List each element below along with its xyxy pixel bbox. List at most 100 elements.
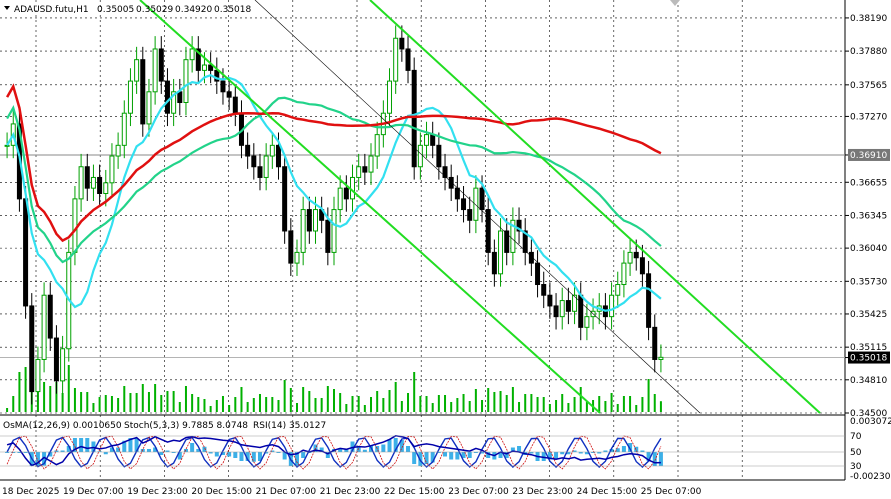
- volume-bar: [271, 397, 274, 412]
- candle: [362, 153, 368, 185]
- candle: [411, 57, 417, 180]
- candle: [41, 282, 47, 373]
- candle-body: [553, 305, 559, 318]
- rsi-label: RSI(14) 35.0127: [253, 421, 326, 431]
- candle-body: [417, 144, 423, 168]
- osma-bar: [609, 449, 614, 452]
- volume-bar: [505, 395, 508, 412]
- candle-body: [269, 144, 275, 157]
- volume-bar: [43, 382, 46, 412]
- candle-body: [331, 209, 337, 253]
- volume-bar: [184, 386, 187, 412]
- volume-bar: [548, 404, 551, 412]
- candle-body: [208, 64, 214, 71]
- candle-body: [510, 219, 516, 253]
- indicator-header: OsMA(12,26,9) 0.0010650 Stoch(5,3,3) 9.7…: [3, 421, 326, 431]
- volume-bar: [240, 387, 243, 412]
- candle: [251, 143, 257, 180]
- candle-body: [35, 358, 41, 393]
- candle-body: [615, 284, 621, 296]
- volume-bar: [376, 391, 379, 412]
- candle-body: [183, 59, 189, 104]
- candles: [4, 25, 664, 405]
- candle-body: [84, 166, 90, 189]
- price-tick-label: 0.37565: [850, 81, 887, 91]
- price-tick-label: 0.35425: [850, 310, 887, 320]
- candle-body: [485, 209, 491, 253]
- volume-bar: [295, 403, 298, 412]
- volume-bar: [616, 404, 619, 412]
- candle-body: [399, 37, 405, 50]
- osma-bar: [11, 452, 16, 453]
- volume-bar: [228, 405, 231, 412]
- volume-bar: [598, 396, 601, 412]
- volume-bar: [197, 397, 200, 412]
- candle-body: [609, 294, 615, 318]
- osma-bar: [344, 449, 349, 452]
- osma-bar: [66, 446, 71, 452]
- volume-bar: [141, 384, 144, 412]
- volume-bar: [154, 384, 157, 412]
- candle: [522, 218, 528, 266]
- candle: [337, 175, 343, 223]
- candle: [405, 36, 411, 84]
- volume-bar: [191, 394, 194, 412]
- time-label: 20 Dec 15:00: [191, 487, 252, 497]
- osma-bar: [264, 452, 269, 454]
- candle: [615, 271, 621, 309]
- candle: [183, 46, 189, 116]
- volume-bar: [653, 394, 656, 412]
- candle-body: [658, 356, 664, 360]
- candle-body: [47, 294, 53, 339]
- volume-bar: [289, 388, 292, 412]
- candle: [627, 239, 633, 276]
- candle: [473, 175, 479, 234]
- dropdown-triangle-icon: [4, 6, 10, 10]
- volume-bar: [456, 398, 459, 412]
- osma-bar: [116, 447, 121, 452]
- candle-body: [90, 176, 96, 189]
- candle-body: [146, 91, 152, 125]
- candle-body: [312, 209, 318, 232]
- time-label: 19 Dec 23:00: [127, 487, 188, 497]
- candle: [393, 25, 399, 94]
- volume-bar: [370, 397, 373, 412]
- volume-bar: [221, 396, 224, 412]
- candle-body: [152, 48, 158, 93]
- candle: [109, 143, 115, 196]
- candle: [146, 78, 152, 137]
- candle: [350, 164, 356, 212]
- candle: [300, 196, 306, 266]
- candle-body: [442, 166, 448, 178]
- volume-bar: [629, 396, 632, 412]
- osma-bar: [17, 452, 22, 453]
- candle-body: [97, 176, 103, 195]
- candle-body: [578, 294, 584, 328]
- candle-body: [362, 166, 368, 173]
- candle: [541, 271, 547, 309]
- candle: [454, 175, 460, 212]
- price-tick-label: 0.34500: [850, 409, 887, 419]
- candle-body: [60, 348, 66, 382]
- candle-body: [140, 59, 146, 125]
- indicator-panel: [0, 435, 845, 470]
- osma-bar: [473, 452, 478, 453]
- candle: [84, 153, 90, 202]
- time-label: 18 Dec 2025: [2, 487, 60, 497]
- candle-body: [646, 273, 652, 328]
- candle: [152, 36, 158, 105]
- price-tick-label: 0.35115: [850, 343, 887, 353]
- candle-body: [164, 80, 170, 114]
- volume-bar: [203, 399, 206, 412]
- price-tick-label: 0.36910: [850, 151, 887, 161]
- volume-bar: [425, 396, 428, 412]
- chart-header: ADAUSD.futu,H1 0.35005 0.35029 0.34920 0…: [4, 5, 251, 15]
- volume-bar: [382, 398, 385, 412]
- osma-bar: [85, 438, 90, 452]
- osma-bar: [276, 452, 281, 453]
- candle: [559, 287, 565, 330]
- scroll-marker-icon: [670, 0, 680, 6]
- osma-bar: [214, 452, 219, 457]
- volume-bar: [511, 387, 514, 412]
